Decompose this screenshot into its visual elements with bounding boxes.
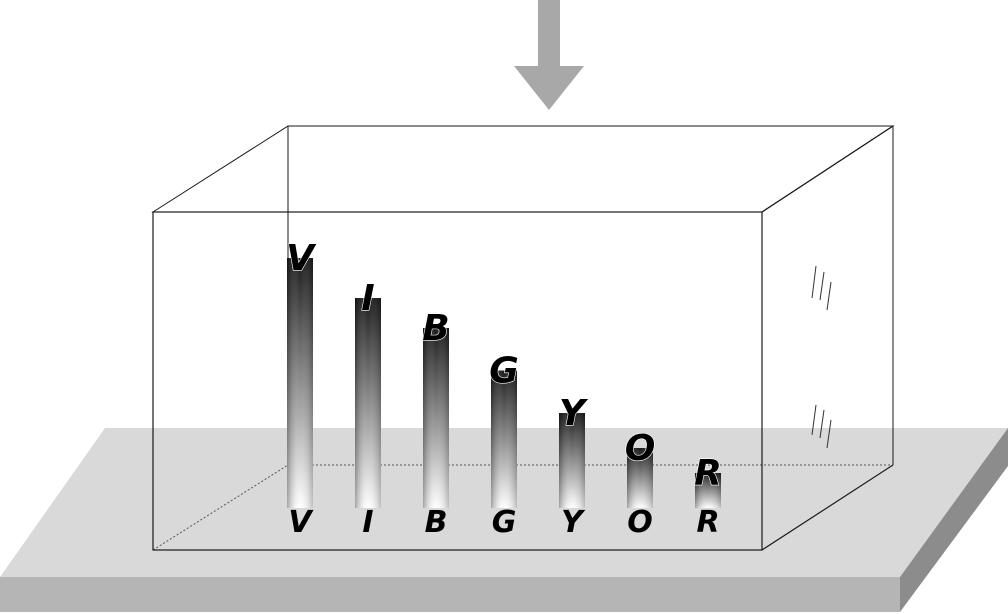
spectrum-column-r: RR xyxy=(694,452,723,540)
column-shading xyxy=(559,413,585,508)
spectrum-column-y: YY xyxy=(558,392,589,540)
column-base-letter: G xyxy=(492,505,517,540)
column-shading xyxy=(287,258,313,508)
spectrum-column-g: GG xyxy=(489,350,520,540)
column-base-letter: B xyxy=(425,505,448,540)
spectrum-column-i: II xyxy=(355,277,381,540)
column-top-letter: G xyxy=(489,351,519,392)
column-shading xyxy=(355,298,381,508)
incoming-light-arrow xyxy=(514,0,584,110)
column-top-letter: Y xyxy=(559,393,589,434)
column-base-letter: Y xyxy=(561,505,586,540)
column-top-letter: R xyxy=(694,453,722,494)
column-shading xyxy=(423,328,449,508)
glass-reflection-marks xyxy=(811,265,832,449)
column-shading xyxy=(695,473,721,508)
column-top-letter: V xyxy=(286,238,317,279)
column-shading xyxy=(491,370,517,508)
spectrum-column-b: BB xyxy=(422,307,451,540)
column-top-letter: B xyxy=(422,308,449,349)
tank-front-edges xyxy=(152,125,894,551)
platform-side xyxy=(900,428,1008,612)
column-shading xyxy=(627,448,653,508)
platform-front xyxy=(0,577,900,612)
column-top-letter: O xyxy=(625,428,656,469)
column-top-letter: I xyxy=(361,278,374,319)
column-base-letter: V xyxy=(288,505,314,540)
column-base-letter: O xyxy=(627,505,653,540)
spectrum-column-o: OO xyxy=(624,427,656,540)
column-base-letter: R xyxy=(696,505,719,540)
spectrum-column-v: VV xyxy=(285,237,317,540)
column-base-letter: I xyxy=(362,505,373,540)
